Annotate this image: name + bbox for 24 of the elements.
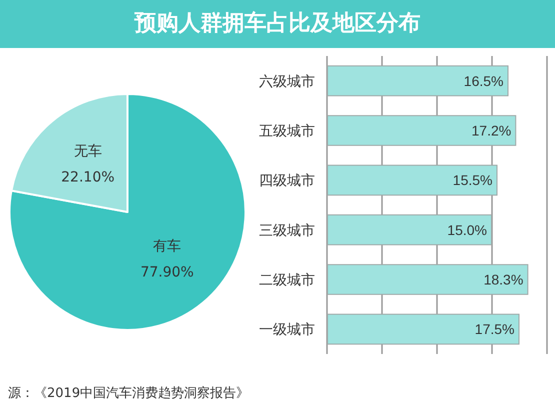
data-label: 17.2% [471,122,512,138]
data-label: 18.3% [484,272,524,288]
y-tick-label: 四级城市 [259,172,315,188]
bar [327,164,498,196]
data-label: 17.5% [474,321,514,338]
bar [327,264,528,295]
y-tick-label: 二级城市 [259,272,315,288]
chart-title: 预购人群拥车占比及地区分布 [0,0,555,48]
slice-label: 有车 [153,238,182,255]
bar [327,314,520,345]
text: 源：《2019中国汽车消费趋势洞察报告》 [8,385,250,402]
y-tick-label: 三级城市 [259,222,315,238]
bar [327,65,508,96]
data-label: 15.5% [452,172,492,188]
bar [327,115,516,146]
y-tick-label: 五级城市 [259,122,315,138]
y-tick-label: 六级城市 [259,72,315,89]
data-label: 22.10% [61,169,115,186]
data-label: 15.0% [447,222,487,238]
data-label: 77.90% [140,264,194,281]
bar [327,214,492,246]
data-label: 16.5% [464,72,504,89]
y-tick-label: 一级城市 [259,321,315,338]
slice-label: 无车 [74,143,102,160]
